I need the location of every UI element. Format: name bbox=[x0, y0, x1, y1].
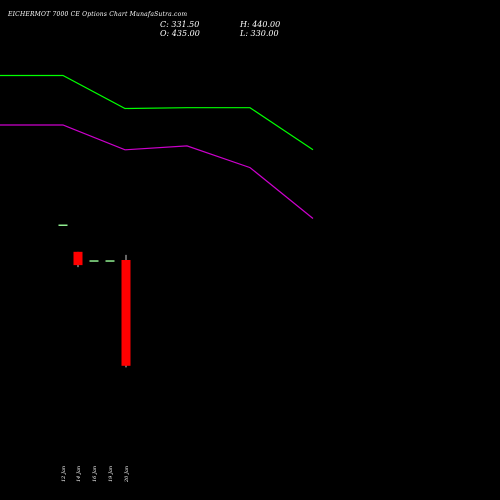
low-value: L: 330.00 bbox=[240, 29, 279, 38]
upper-band-line bbox=[0, 74, 314, 151]
x-tick-label: 14 Jan bbox=[76, 466, 82, 482]
x-tick-label: 20 Jan bbox=[124, 466, 130, 483]
candle-20-jan bbox=[121, 260, 131, 366]
close-value: C: 331.50 bbox=[160, 20, 200, 29]
chart-title: EICHERMOT 7000 CE Options Chart MunafaSu… bbox=[8, 11, 188, 18]
x-tick-label: 16 Jan bbox=[92, 466, 98, 482]
x-tick-label: 19 Jan bbox=[108, 466, 114, 482]
high-value: H: 440.00 bbox=[240, 20, 281, 29]
candle-14-jan bbox=[73, 251, 83, 266]
lower-band-line bbox=[0, 124, 314, 219]
x-tick-label: 12 Jan bbox=[61, 466, 67, 482]
open-value: O: 435.00 bbox=[160, 29, 200, 38]
